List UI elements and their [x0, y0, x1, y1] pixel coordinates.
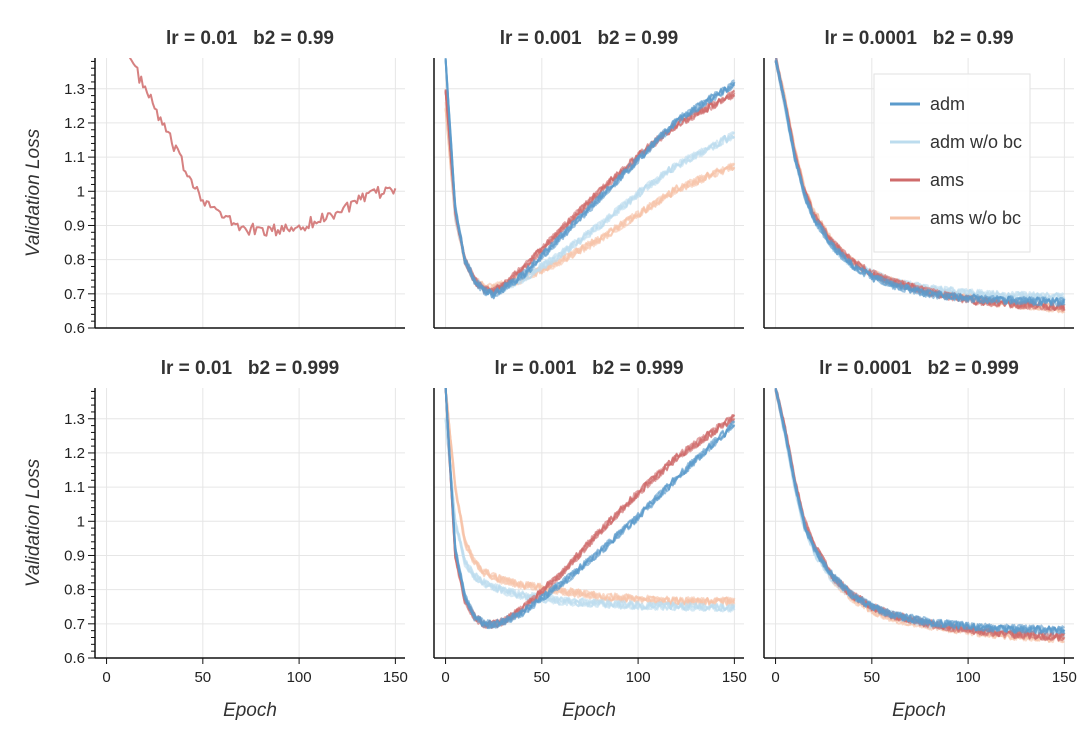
- series-line-adm: [444, 59, 735, 298]
- y-tick-label: 1.2: [64, 115, 85, 132]
- subplot-title: lr = 0.0001 b2 = 0.99: [824, 28, 1013, 49]
- x-axis-label: Epoch: [223, 700, 277, 721]
- series-line-adm-w-o-bc: [774, 390, 1065, 638]
- series-line-adm: [444, 388, 736, 629]
- series-line-ams: [774, 388, 1066, 642]
- x-tick-label: 150: [1052, 669, 1077, 686]
- series-line-adm: [774, 389, 1066, 635]
- legend: adm adm w/o bc ams ams w/o bc: [873, 73, 1031, 253]
- subplot-1: lr = 0.01 b2 = 0.99 0.6 0.7 0.8 0.9 1 1.1 1.2 1.…: [23, 28, 405, 337]
- series-line-adm-w-o-bc: [444, 91, 736, 296]
- subplot-3: lr = 0.0001 b2 = 0.99 adm adm w/o bc ams ams…: [763, 28, 1074, 329]
- x-tick-label: 150: [722, 669, 747, 686]
- x-tick-label: 0: [102, 669, 110, 686]
- series-line-ams: [444, 388, 735, 629]
- series-line-adm-w-o-bc: [774, 389, 1066, 637]
- series-line-adm-w-o-bc: [444, 420, 736, 612]
- series-line-ams: [444, 90, 736, 296]
- subplot-title: lr = 0.01 b2 = 0.99: [166, 28, 334, 49]
- y-tick-label: 1.2: [64, 445, 85, 462]
- y-tick-label: 0.6: [64, 320, 85, 337]
- series-line-adm: [774, 61, 1066, 307]
- y-tick-label: 1.3: [64, 81, 85, 98]
- series-line-ams: [774, 388, 1065, 642]
- x-tick-label: 50: [194, 669, 211, 686]
- series-line-ams-w-o-bc: [444, 101, 736, 290]
- y-tick-label: 1.1: [64, 479, 85, 496]
- subplot-6: lr = 0.0001 b2 = 0.999 0 50 100 150 Epoch: [763, 358, 1077, 721]
- x-tick-label: 100: [956, 669, 981, 686]
- series-line-ams-w-o-bc: [774, 391, 1065, 644]
- y-tick-label: 0.9: [64, 217, 85, 234]
- x-tick-label: 50: [533, 669, 550, 686]
- y-tick-label: 0.8: [64, 582, 85, 599]
- series-line-adm: [774, 60, 1066, 307]
- y-tick-label: 0.9: [64, 547, 85, 564]
- x-tick-label: 100: [626, 669, 651, 686]
- series-line-adm: [444, 388, 736, 628]
- legend-label: ams: [930, 170, 964, 190]
- series-line-ams: [774, 389, 1065, 641]
- y-tick-label: 0.7: [64, 616, 85, 633]
- series-line-adm-w-o-bc: [444, 419, 736, 613]
- series-line-adm: [444, 388, 736, 629]
- y-tick-label: 1.1: [64, 149, 85, 166]
- series-line-ams: [444, 388, 736, 628]
- series-line-adm: [444, 58, 735, 299]
- y-tick-label: 0.7: [64, 286, 85, 303]
- y-tick-label: 1: [77, 513, 85, 530]
- x-tick-label: 150: [383, 669, 408, 686]
- series-line-adm: [774, 388, 1066, 635]
- series-line-ams: [444, 90, 735, 295]
- series-line-adm: [774, 388, 1065, 634]
- subplot-5: lr = 0.001 b2 = 0.999 0 50 100 150 Epoch: [433, 358, 747, 721]
- x-tick-label: 100: [287, 669, 312, 686]
- legend-label: ams w/o bc: [930, 208, 1021, 228]
- y-tick-label: 1: [77, 183, 85, 200]
- series-line-adm: [444, 58, 736, 299]
- series-line-adm: [774, 388, 1066, 635]
- subplot-4: lr = 0.01 b2 = 0.999 0.6 0.7 0.8 0.9 1 1.1 1.2 1…: [23, 358, 408, 721]
- series-line-adm-w-o-bc: [444, 90, 736, 296]
- series-line-adm: [775, 58, 1066, 307]
- y-tick-label: 0.8: [64, 252, 85, 269]
- series-line-ams: [774, 390, 1065, 642]
- series-line-adm-w-o-bc: [774, 390, 1066, 637]
- x-axis-label: Epoch: [892, 700, 946, 721]
- series-line-ams-w-o-bc: [774, 389, 1066, 643]
- y-axis-label: Validation Loss: [23, 458, 44, 587]
- y-tick-label: 1.3: [64, 411, 85, 428]
- series-line-ams: [128, 58, 397, 237]
- series-line-ams-w-o-bc: [774, 390, 1065, 643]
- series-line-adm-w-o-bc: [444, 91, 736, 296]
- series-line-adm-w-o-bc: [774, 389, 1065, 639]
- series-line-ams-w-o-bc: [774, 390, 1066, 643]
- series-line-adm: [774, 389, 1066, 635]
- y-tick-label: 0.6: [64, 650, 85, 667]
- subplot-title: lr = 0.001 b2 = 0.99: [500, 28, 679, 49]
- series-line-ams-w-o-bc: [444, 388, 735, 606]
- x-tick-label: 0: [441, 669, 449, 686]
- y-axis-label: Validation Loss: [23, 128, 44, 257]
- series-line-ams-w-o-bc: [444, 389, 736, 607]
- x-tick-label: 0: [771, 669, 779, 686]
- x-axis-label: Epoch: [562, 700, 616, 721]
- series-line-adm: [444, 60, 736, 300]
- series-line-ams-w-o-bc: [774, 389, 1065, 644]
- subplot-title: lr = 0.0001 b2 = 0.999: [819, 358, 1019, 379]
- series-line-ams: [774, 389, 1066, 641]
- x-tick-label: 50: [863, 669, 880, 686]
- legend-label: adm w/o bc: [930, 132, 1022, 152]
- subplot-title: lr = 0.01 b2 = 0.999: [161, 358, 340, 379]
- subplot-title: lr = 0.001 b2 = 0.999: [494, 358, 683, 379]
- subplot-2: lr = 0.001 b2 = 0.99: [433, 28, 744, 329]
- series-line-adm-w-o-bc: [774, 388, 1066, 639]
- legend-label: adm: [930, 94, 965, 114]
